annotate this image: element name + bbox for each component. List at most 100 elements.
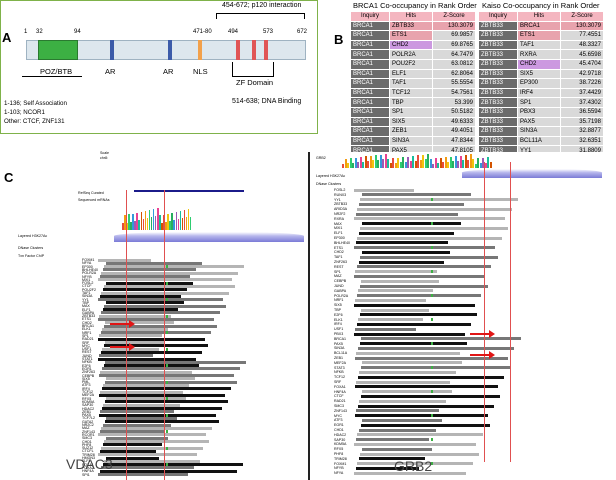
inquiry-cell: BRCA1 <box>350 20 390 32</box>
tf-peak-bar <box>361 337 521 341</box>
panel-a-letter: A <box>2 30 12 45</box>
tf-peak-bar <box>354 246 496 250</box>
track-label-refseq: RefSeq Curated <box>78 191 104 195</box>
tf-peak-bar <box>362 418 442 422</box>
rnaseq-bar <box>357 162 359 168</box>
zscore-cell: 63.0812 <box>432 58 476 70</box>
tf-track-label: NFYB <box>334 466 344 471</box>
tf-track-label: HMGN3 <box>82 456 95 460</box>
poz-label: POZ/BTB <box>40 67 73 76</box>
tf-track-label: RFX5 <box>334 447 344 452</box>
zf-domain-2 <box>252 40 256 60</box>
inquiry-cell: ZBTB33 <box>478 106 518 118</box>
tf-track-label: EP300 <box>334 236 345 240</box>
tf-track-label: ARID3A <box>334 207 347 212</box>
zscore-cell: 50.5182 <box>432 106 476 118</box>
hit-cell: ETS1 <box>517 30 561 41</box>
tf-peak-bar <box>360 313 478 317</box>
tf-track-label: FOXA1 <box>334 384 346 389</box>
note-other: Other: CTCF, ZNF131 <box>4 118 65 125</box>
brca1-cooccupancy-table: Inquiry Hits Z-Score BRCA1 ZBTB33 130.3079… <box>350 11 476 166</box>
track-label-dnase-r: DNase Clusters <box>316 182 342 186</box>
tf-peak-bar <box>103 423 171 427</box>
tf-peak-bar <box>359 370 456 374</box>
rnaseq-bar <box>387 158 389 168</box>
pos-32: 32 <box>36 29 43 35</box>
tf-peak-bar <box>357 236 502 240</box>
tf-peak-bar <box>361 279 440 283</box>
inquiry-cell: BRCA1 <box>350 126 390 137</box>
table-row: BRCA1 CHD2 69.8765 <box>350 39 476 51</box>
tf-track-label: NFYB <box>82 274 92 279</box>
zscore-cell: 64.7479 <box>432 49 476 60</box>
tf-peak-bar <box>357 322 471 326</box>
tf-peak-bar <box>362 390 453 394</box>
rnaseq-bar <box>136 212 138 230</box>
pos-494: 494 <box>228 29 239 35</box>
tf-peak-bar <box>100 449 156 453</box>
rnaseq-bar <box>352 162 354 168</box>
zscore-cell: 49.4051 <box>432 126 476 137</box>
rnaseq-bar <box>177 219 180 230</box>
tf-peak-bar <box>355 385 498 389</box>
tf-peak-bar <box>104 324 217 328</box>
rnaseq-bar <box>359 156 362 168</box>
tf-peak-bar <box>101 466 194 470</box>
tf-peak-bar <box>106 456 159 460</box>
tf-track-label: ZNF143 <box>82 429 95 434</box>
tf-track-label: SAP30 <box>334 437 346 442</box>
inquiry-cell: ZBTB33 <box>478 49 518 60</box>
arrow-zbtb33-right <box>470 351 495 359</box>
rnaseq-bar <box>384 154 387 168</box>
tf-peak-bar <box>105 400 228 404</box>
rnaseq-bar <box>362 161 364 168</box>
tf-track-label: NRF1 <box>334 298 344 303</box>
tf-track-label: HNF4A <box>82 469 94 474</box>
zscore-cell: 45.6598 <box>560 49 604 60</box>
table-row: ZBTB33 IRF4 37.4429 <box>478 87 604 99</box>
h3k27ac-signal-right <box>462 169 602 178</box>
tf-peak-bar <box>98 433 206 437</box>
tf-motif-mark <box>430 414 433 418</box>
ar-domain-2 <box>168 40 172 60</box>
rnaseq-bar <box>152 209 155 230</box>
tf-track-label: CEBPB <box>82 373 95 378</box>
inquiry-cell: BRCA1 <box>350 116 390 128</box>
inquiry-cell: ZBTB33 <box>478 116 518 128</box>
tf-track-label: SIN3A <box>82 294 93 299</box>
rnaseq-track-right <box>342 154 492 168</box>
tf-peak-bar <box>357 207 512 211</box>
table-row: ZBTB33 TAF1 48.3327 <box>478 39 604 51</box>
tf-peak-bar <box>356 351 460 355</box>
rnaseq-bar <box>157 208 159 230</box>
poz-btb-domain <box>38 40 78 60</box>
col-zscore: Z-Score <box>560 11 604 22</box>
rnaseq-bar <box>369 155 372 168</box>
track-label-scale: Scale <box>100 151 109 155</box>
tf-track-label: ETS1 <box>334 245 343 250</box>
rnaseq-bar <box>354 157 357 168</box>
tf-motif-mark <box>165 265 168 269</box>
tf-peak-bar <box>98 258 151 262</box>
table-row: ZBTB33 ETS1 77.4551 <box>478 30 604 41</box>
tf-track-label: ZNF263 <box>82 370 95 375</box>
tf-track-label: CTCF <box>334 394 344 399</box>
tf-track-label: EGR1 <box>334 423 344 428</box>
rnaseq-bar <box>419 160 422 168</box>
tf-track-label: TCF12 <box>82 390 93 394</box>
tf-motif-mark <box>165 281 168 285</box>
zscore-cell: 37.4302 <box>560 97 604 108</box>
tf-peak-bar <box>355 298 427 302</box>
tf-peak-bar <box>355 414 488 418</box>
p120-interaction-label: 454-672; p120 interaction <box>222 2 302 9</box>
tf-peak-bar <box>101 426 212 430</box>
tf-track-label: FOSL2 <box>334 188 346 192</box>
zf-domain-1 <box>236 40 240 60</box>
zscore-cell: 130.3079 <box>432 20 476 32</box>
tf-peak-bar <box>98 317 214 321</box>
rnaseq-bar <box>379 154 382 168</box>
panel-divider <box>308 152 310 480</box>
tf-track-label: EGR1 <box>82 366 92 371</box>
tf-track-label: RCOR1 <box>82 432 95 437</box>
rnaseq-bar <box>175 211 178 230</box>
